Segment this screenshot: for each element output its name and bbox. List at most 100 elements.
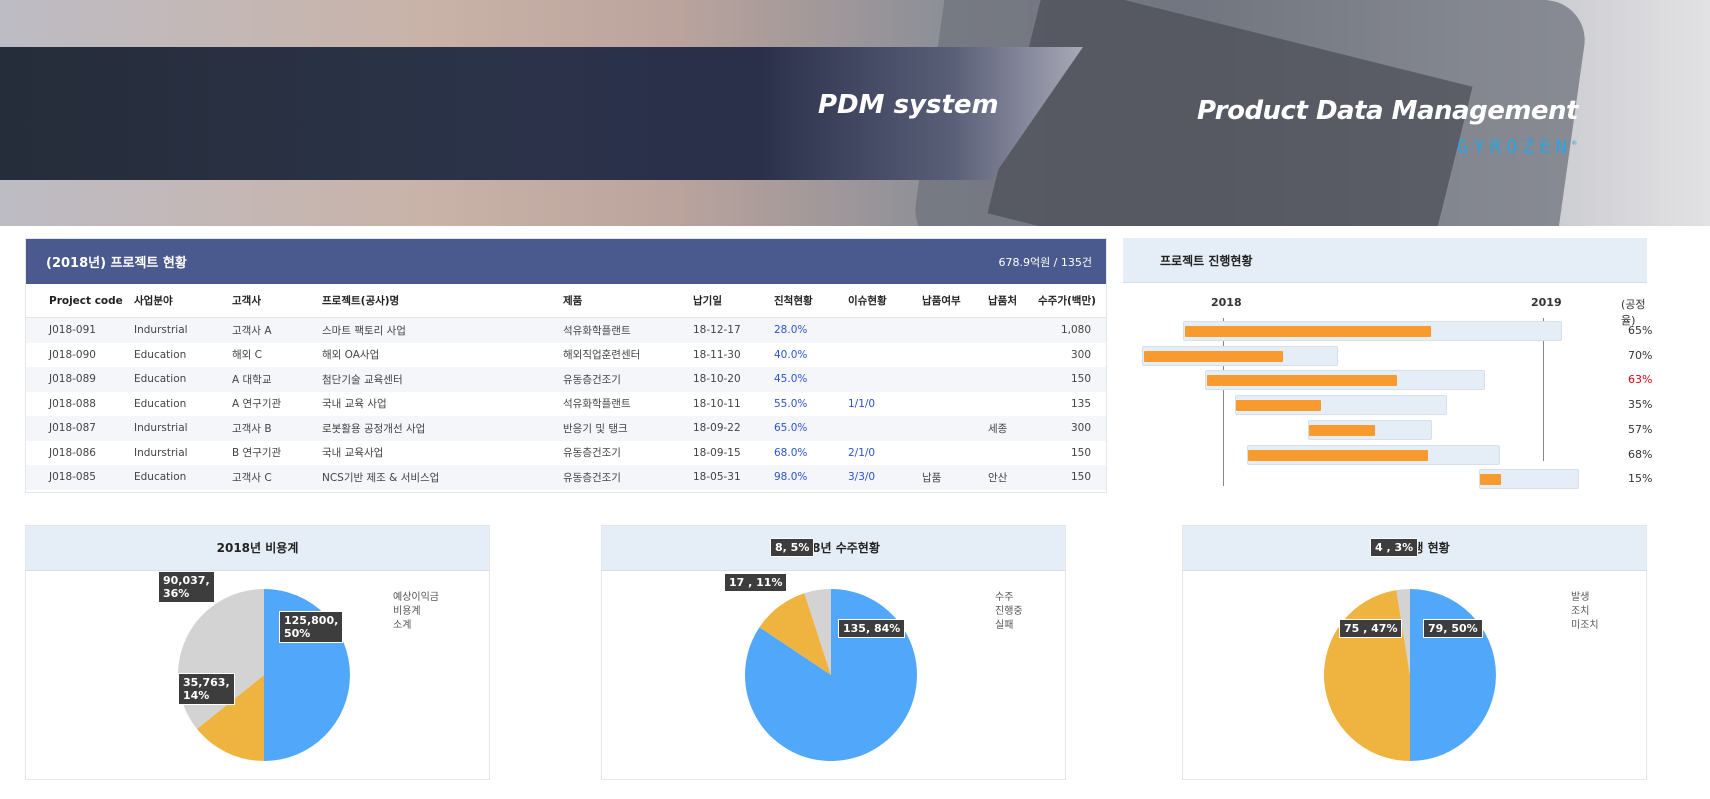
table-cell: Education xyxy=(134,397,187,410)
table-cell: Indurstrial xyxy=(134,446,188,459)
table-cell: 18-11-30 xyxy=(693,348,741,361)
table-cell: 150 xyxy=(1070,373,1091,386)
table-cell: 18-12-17 xyxy=(693,324,741,337)
gantt-rate: 35% xyxy=(1628,398,1653,412)
column-header: 수주가(백만) xyxy=(1038,295,1096,307)
pie-data-label: 75 , 47% xyxy=(1339,619,1403,638)
table-cell: 18-09-15 xyxy=(693,446,741,459)
pie-data-label: 135, 84% xyxy=(838,619,906,638)
table-header-row: Project code 사업분야 고객사 프로젝트(공사)명 제품 납기일 진척현황 이슈현… xyxy=(26,284,1106,318)
year-line-2019 xyxy=(1543,318,1544,461)
table-cell: 고객사 B xyxy=(232,422,272,435)
table-cell: 55.0% xyxy=(774,397,808,410)
pie-slice[interactable] xyxy=(804,589,831,675)
table-cell: B 연구기관 xyxy=(232,447,282,460)
table-cell: J018-091 xyxy=(49,324,96,337)
legend-item[interactable]: 실패 xyxy=(995,616,1023,631)
gyrozen-logo: GYROZEN® xyxy=(1457,136,1577,158)
table-cell: 석유화학플랜트 xyxy=(563,324,631,337)
table-cell: 첨단기술 교육센터 xyxy=(322,373,403,386)
table-cell: J018-086 xyxy=(49,446,96,459)
table-cell: 135 xyxy=(1070,397,1091,410)
pie-data-label: 8, 5% xyxy=(770,538,815,557)
legend-item[interactable]: 예상이익금 xyxy=(393,588,439,603)
gantt-rate: 70% xyxy=(1628,348,1653,362)
gantt-rate: 15% xyxy=(1628,472,1653,486)
gantt-bar-progress xyxy=(1309,424,1375,436)
legend-item[interactable]: 진행중 xyxy=(995,602,1023,617)
year-line-2018 xyxy=(1223,318,1224,486)
project-status-panel: (2018년) 프로젝트 현황 678.9억원 / 135건 Project c… xyxy=(25,238,1107,493)
pie-data-label: 90,037, 36% xyxy=(158,571,215,603)
project-status-title: (2018년) 프로젝트 현황 xyxy=(46,256,187,271)
pie-slice[interactable] xyxy=(1396,589,1410,675)
legend-label: 미조치 xyxy=(1571,619,1599,631)
legend-item[interactable]: 수주 xyxy=(995,588,1023,603)
table-cell: 2/1/0 xyxy=(848,446,876,459)
table-cell: 1/1/0 xyxy=(848,397,876,410)
table-cell: 18-09-22 xyxy=(693,422,741,435)
table-row[interactable]: J018-087 Indurstrial 고객사 B 로봇활용 공정개선 사업 반응기 … xyxy=(26,416,1106,441)
legend-label: 소계 xyxy=(393,619,412,631)
pie-data-label: 125,800, 50% xyxy=(279,611,344,643)
table-cell: 98.0% xyxy=(774,471,808,484)
table-cell: 유동층건조기 xyxy=(563,471,621,484)
pie-slice[interactable] xyxy=(197,675,264,761)
table-row[interactable]: J018-086 Indurstrial B 연구기관 국내 교육사업 유동층건조기 18… xyxy=(26,441,1106,466)
table-cell: 1,080 xyxy=(1060,324,1091,337)
table-row[interactable]: J018-089 Education A 대학교 첨단기술 교육센터 유동층건조기 18-… xyxy=(26,367,1106,392)
table-row[interactable]: J018-088 Education A 연구기관 국내 교육 사업 석유화학플랜트 18… xyxy=(26,392,1106,417)
banner-subtitle: Product Data Management xyxy=(1197,96,1579,126)
table-cell: 고객사 A xyxy=(232,324,272,337)
table-cell: 해외 OA사업 xyxy=(322,349,380,362)
column-header: 납기일 xyxy=(693,295,722,307)
banner: PDM system Product Data Management GYROZ… xyxy=(0,0,1710,226)
gantt-bar-progress xyxy=(1236,400,1321,412)
table-cell: 68.0% xyxy=(774,446,808,459)
table-cell: 3/3/0 xyxy=(848,471,876,484)
gantt-bar-progress xyxy=(1185,326,1431,337)
column-header: 이슈현황 xyxy=(848,295,887,307)
table-cell: 45.0% xyxy=(774,373,808,386)
project-progress-panel: 프로젝트 진행현황 2018 2019 (공정율) 65% 70% 63% 35% 57… xyxy=(1123,238,1652,493)
table-cell: 세종 xyxy=(988,422,1008,435)
table-cell: 유동층건조기 xyxy=(563,373,621,386)
table-row[interactable]: J018-091 Indurstrial 고객사 A 스마트 팩토리 사업 석유화학플랜… xyxy=(26,318,1106,343)
pie-data-label: 4 , 3% xyxy=(1370,538,1419,557)
pie-slice[interactable] xyxy=(759,593,831,675)
legend-item[interactable]: 소계 xyxy=(393,616,439,631)
pie-slice[interactable] xyxy=(1410,589,1496,761)
column-header: Project code xyxy=(49,294,123,307)
legend-label: 발생 xyxy=(1571,591,1590,603)
legend-item[interactable]: 조치 xyxy=(1571,602,1599,617)
table-cell: 65.0% xyxy=(774,422,808,435)
table-cell: J018-090 xyxy=(49,348,96,361)
project-status-summary: 678.9억원 / 135건 xyxy=(998,255,1092,269)
table-cell: 스마트 팩토리 사업 xyxy=(322,324,406,337)
table-row[interactable]: J018-090 Education 해외 C 해외 OA사업 해외직업훈련센터 18-1… xyxy=(26,343,1106,368)
legend-label: 실패 xyxy=(995,619,1014,631)
legend-label: 예상이익금 xyxy=(393,591,439,603)
column-header: 납품여부 xyxy=(922,295,961,307)
table-cell: Education xyxy=(134,373,187,386)
pie-data-label: 17 , 11% xyxy=(724,573,788,592)
table-cell: J018-089 xyxy=(49,373,96,386)
table-cell: Education xyxy=(134,348,187,361)
table-row[interactable]: J018-085 Education 고객사 C NCS기반 제조 & 서비스업 유동층… xyxy=(26,465,1106,490)
column-header: 사업분야 xyxy=(134,295,173,307)
table-cell: NCS기반 제조 & 서비스업 xyxy=(322,471,440,484)
legend-label: 비용계 xyxy=(393,605,421,617)
pie-slice[interactable] xyxy=(1324,590,1410,761)
legend-item[interactable]: 비용계 xyxy=(393,602,439,617)
banner-band xyxy=(0,47,1083,180)
legend-item[interactable]: 미조치 xyxy=(1571,616,1599,631)
table-cell: J018-087 xyxy=(49,422,96,435)
gantt-bar-progress xyxy=(1480,474,1501,486)
table-cell: 150 xyxy=(1070,446,1091,459)
legend-item[interactable]: 발생 xyxy=(1571,588,1599,603)
table-cell: 석유화학플랜트 xyxy=(563,398,631,411)
